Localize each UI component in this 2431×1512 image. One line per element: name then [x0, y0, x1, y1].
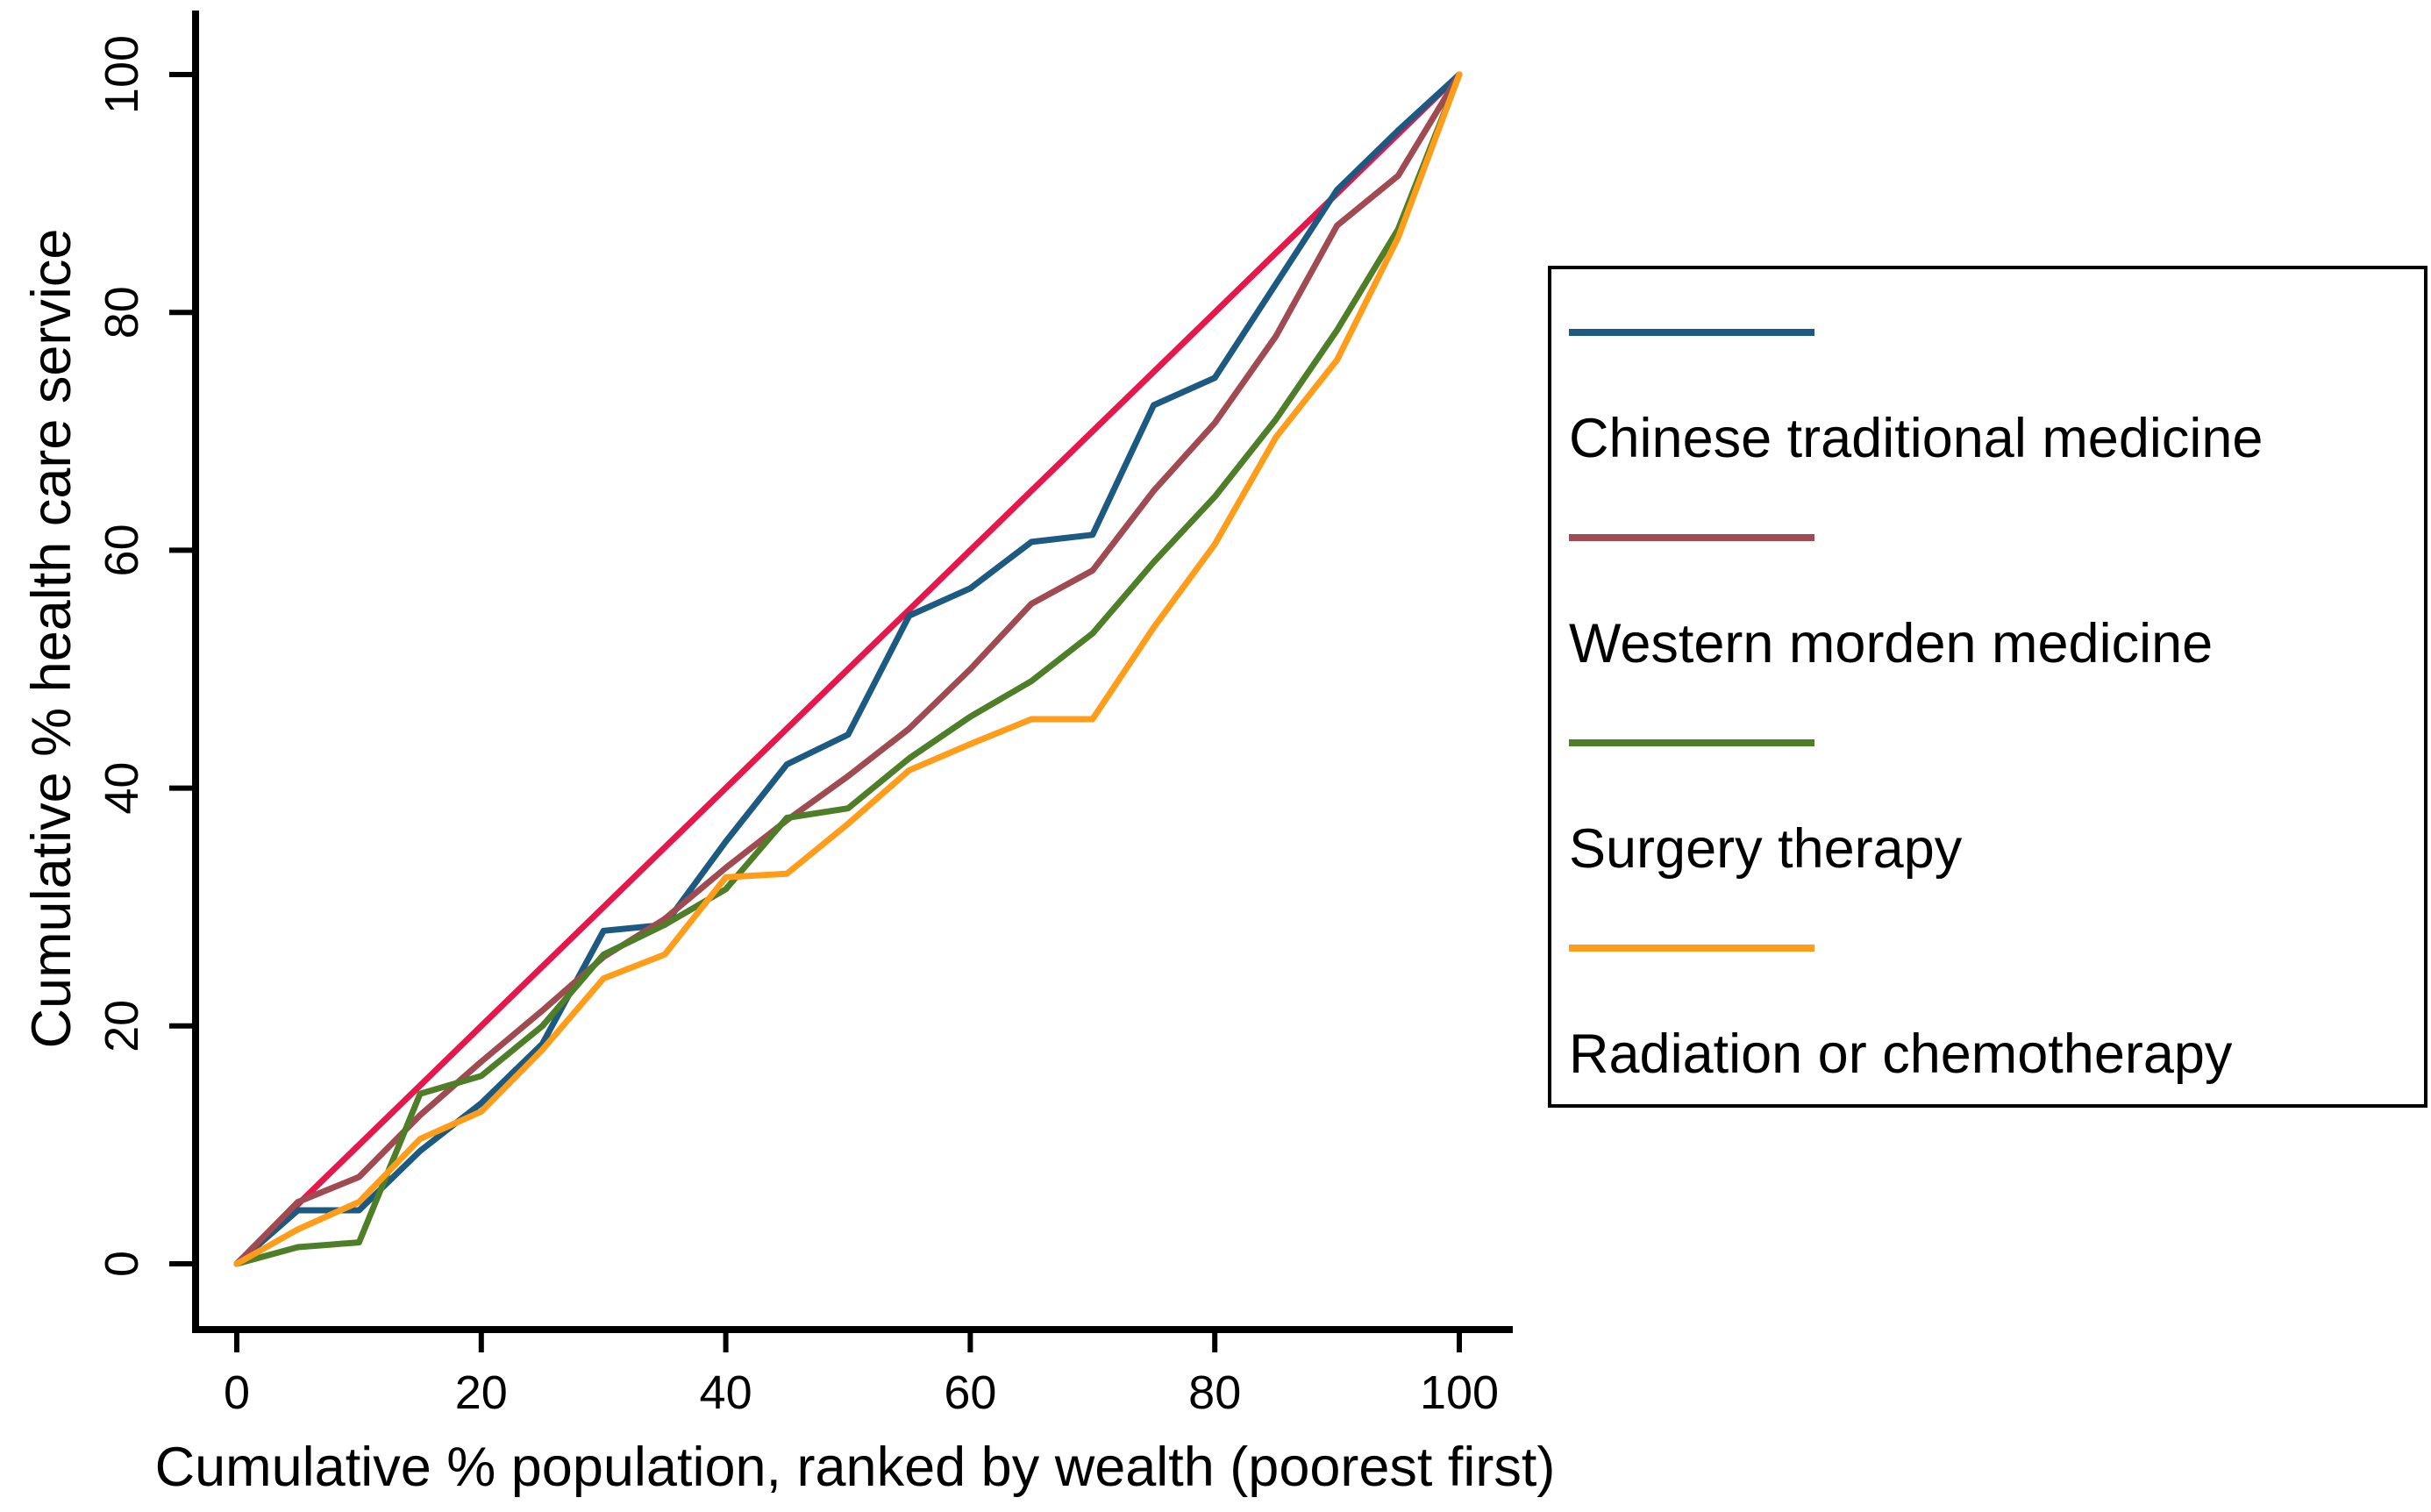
- y-axis-title: Cumulative % health care service: [21, 228, 82, 1049]
- series-line-chinese-traditional-medicine: [233, 71, 1463, 1267]
- legend-item: Western morden medicine: [1569, 534, 2406, 673]
- legend-line-swatch: [1569, 739, 1814, 746]
- legend-line-swatch: [1569, 945, 1814, 952]
- legend-label: Western morden medicine: [1569, 613, 2214, 674]
- series-line-surgery-therapy: [233, 71, 1463, 1267]
- legend-label: Surgery therapy: [1569, 818, 1963, 880]
- x-tick-label: 20: [455, 1366, 508, 1419]
- legend-label: Radiation or chemotherapy: [1569, 1023, 2233, 1085]
- series-line-line-of-equality: [233, 71, 1463, 1267]
- x-tick-label: 40: [700, 1366, 752, 1419]
- legend-item: Radiation or chemotherapy: [1569, 945, 2406, 1083]
- series-line-western-morden-medicine: [233, 71, 1463, 1267]
- y-tick-label: 0: [96, 1251, 148, 1277]
- y-tick-label: 60: [96, 524, 148, 576]
- legend-item: Surgery therapy: [1569, 739, 2406, 878]
- x-axis-title: Cumulative % population, ranked by wealt…: [154, 1437, 1556, 1498]
- legend-line-swatch: [1569, 534, 1814, 541]
- x-tick-label: 100: [1420, 1366, 1499, 1419]
- legend-label: Chinese traditional medicine: [1569, 408, 2263, 469]
- x-tick-label: 0: [224, 1366, 250, 1419]
- y-tick-label: 100: [96, 35, 148, 114]
- x-tick-label: 60: [944, 1366, 996, 1419]
- y-tick-label: 40: [96, 762, 148, 815]
- series-line-radiation-or-chemotherapy: [233, 71, 1463, 1267]
- legend-line-swatch: [1569, 329, 1814, 336]
- x-tick-label: 80: [1188, 1366, 1241, 1419]
- legend-box: Chinese traditional medicine Western mord…: [1548, 266, 2427, 1108]
- y-tick-label: 20: [96, 1000, 148, 1052]
- legend-item: Chinese traditional medicine: [1569, 329, 2406, 467]
- y-tick-label: 80: [96, 286, 148, 339]
